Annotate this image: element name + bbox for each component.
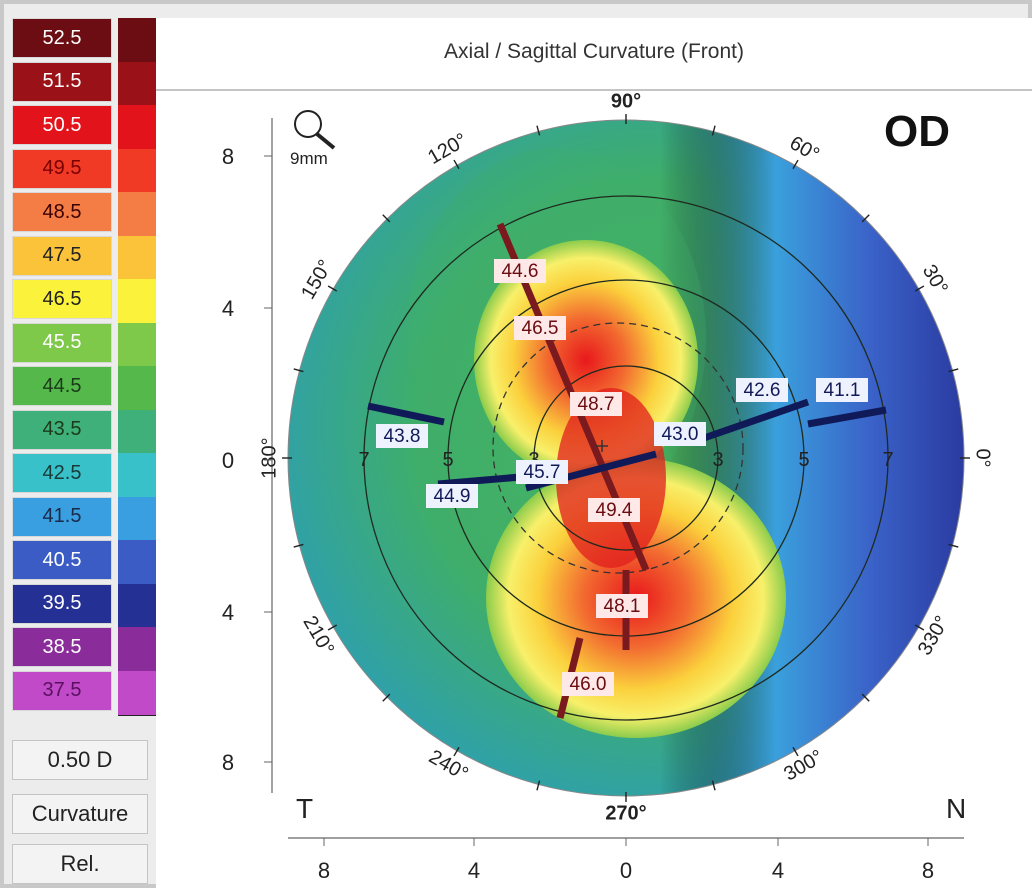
legend-bar-segment — [118, 322, 158, 368]
legend-bar-segment — [118, 453, 158, 498]
legend-swatch: 41.5 — [12, 496, 112, 537]
ring-label: 7 — [358, 449, 369, 471]
flat-reading-box — [816, 378, 868, 402]
legend-bar-segment — [118, 409, 158, 455]
legend-swatch: 45.5 — [12, 322, 112, 363]
ring-label: 5 — [442, 449, 453, 471]
legend-swatch: 51.5 — [12, 61, 112, 102]
legend-bar-segment — [118, 670, 158, 716]
flat-reading-box — [516, 460, 568, 484]
nasal-label: N — [946, 793, 966, 824]
steep-reading: 49.4 — [596, 500, 633, 521]
angle-label: 60° — [786, 132, 823, 166]
flat-reading-box — [654, 422, 706, 446]
legend-bar-segment — [118, 235, 158, 281]
legend-bar-segment — [118, 366, 158, 411]
flat-reading: 41.1 — [824, 380, 861, 401]
legend-bar-segment — [118, 496, 158, 542]
legend-bar-segment — [118, 148, 158, 194]
legend-bar-segment — [118, 540, 158, 585]
color-map-fill — [288, 120, 964, 796]
legend-bar-segment — [118, 627, 158, 672]
angle-label: 270° — [605, 802, 646, 824]
legend-swatch: 38.5 — [12, 627, 112, 667]
legend-bar-segment — [118, 105, 158, 150]
zoom-label: 9mm — [290, 149, 328, 168]
y-tick-label: 8 — [222, 750, 234, 775]
legend-swatch: 40.5 — [12, 540, 112, 580]
y-tick-label: 0 — [222, 448, 234, 473]
ring-label: 7 — [882, 449, 893, 471]
color-scale-legend: 52.5 51.5 50.5 49.5 48.5 47.5 46.5 45.5 44.5 43.5… — [12, 18, 158, 888]
x-tick-label: 8 — [318, 858, 330, 883]
flat-reading: 43.0 — [662, 424, 699, 445]
y-tick-label: 4 — [222, 296, 234, 321]
legend-swatch: 42.5 — [12, 453, 112, 493]
x-tick-label: 4 — [468, 858, 480, 883]
angle-label: 180° — [258, 437, 280, 478]
eye-label: OD — [884, 107, 950, 156]
legend-swatch: 44.5 — [12, 366, 112, 406]
legend-bar-segment — [118, 192, 158, 237]
flat-reading: 43.8 — [384, 426, 421, 447]
y-tick-label: 4 — [222, 600, 234, 625]
flat-reading: 44.9 — [434, 486, 471, 507]
legend-swatch: 47.5 — [12, 235, 112, 276]
magnifier-icon[interactable] — [294, 110, 336, 150]
steep-reading-box — [514, 316, 566, 340]
map-title: Axial / Sagittal Curvature (Front) — [444, 40, 744, 63]
x-tick-label: 4 — [772, 858, 784, 883]
map-type-label[interactable]: Curvature — [12, 794, 148, 834]
steep-reading: 46.0 — [570, 674, 607, 695]
angle-label: 30° — [918, 261, 952, 298]
curvature-map[interactable]: 9mm OD T N 90°60°30°0°330°300°270°240°21… — [156, 18, 1032, 888]
steep-reading-box — [596, 594, 648, 618]
flat-reading-box — [376, 424, 428, 448]
steep-reading: 48.7 — [578, 394, 615, 415]
ring-label: 5 — [798, 449, 809, 471]
flat-reading-box — [426, 484, 478, 508]
legend-swatch: 39.5 — [12, 583, 112, 624]
x-tick-label: 8 — [922, 858, 934, 883]
flat-meridian — [367, 398, 887, 492]
angle-ticks — [282, 114, 970, 802]
legend-swatch: 46.5 — [12, 279, 112, 319]
step-size-label[interactable]: 0.50 D — [12, 740, 148, 780]
temporal-label: T — [296, 793, 313, 824]
steep-reading-box — [588, 498, 640, 522]
legend-swatch: 37.5 — [12, 670, 112, 711]
steep-reading-box — [562, 672, 614, 696]
steep-reading: 48.1 — [604, 596, 641, 617]
x-tick-label: 0 — [620, 858, 632, 883]
steep-reading: 46.5 — [522, 318, 559, 339]
legend-swatch: 49.5 — [12, 148, 112, 189]
legend-bar-segment — [118, 279, 158, 324]
legend-swatch: 50.5 — [12, 105, 112, 145]
flat-reading: 45.7 — [524, 462, 561, 483]
legend-bar-segment — [118, 61, 158, 107]
flat-reading-box — [736, 378, 788, 402]
ring-label: 3 — [712, 449, 723, 471]
legend-bar-segment — [118, 583, 158, 629]
steep-reading-box — [570, 392, 622, 416]
legend-swatch: 52.5 — [12, 18, 112, 58]
angle-label: 0° — [972, 448, 994, 467]
flat-reading: 42.6 — [744, 380, 781, 401]
legend-swatch: 43.5 — [12, 409, 112, 450]
center-marker — [596, 440, 608, 452]
y-tick-label: 8 — [222, 144, 234, 169]
scale-type-label[interactable]: Rel. — [12, 844, 148, 884]
steep-reading-box — [494, 259, 546, 283]
legend-bar-segment — [118, 18, 158, 63]
legend-swatch: 48.5 — [12, 192, 112, 232]
map-panel: Axial / Sagittal Curvature (Front) — [156, 18, 1032, 888]
steep-reading: 44.6 — [502, 261, 539, 282]
angle-label: 90° — [611, 90, 641, 112]
